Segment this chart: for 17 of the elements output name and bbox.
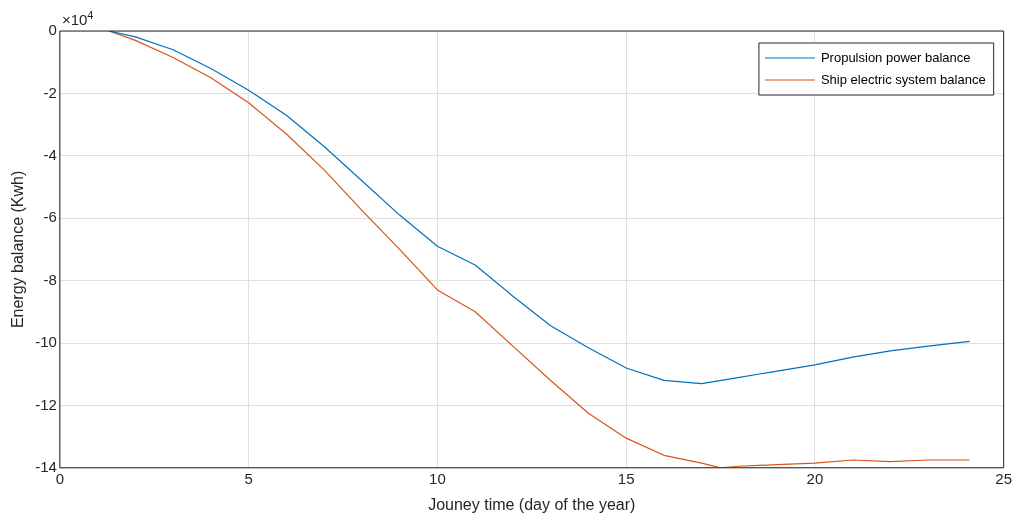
y-tick-label: 0	[48, 21, 57, 39]
y-tick-label: -10	[35, 333, 57, 351]
y-tick-label: -12	[35, 395, 57, 413]
y-tick-label: -8	[43, 270, 57, 288]
y-tick-label: -14	[35, 457, 57, 475]
y-axis-title: Energy balance (Kwh)	[9, 170, 27, 329]
y-tick-label: -2	[43, 83, 57, 101]
x-axis-title: Jouney time (day of the year)	[428, 495, 636, 513]
x-tick-label: 15	[617, 469, 635, 487]
x-tick-label: 10	[429, 469, 446, 487]
legend-label: Propulsion power balance	[820, 49, 971, 65]
legend-label: Ship electric system balance	[820, 71, 986, 87]
x-tick-label: 5	[244, 469, 253, 487]
y-tick-label: -6	[43, 208, 57, 226]
x-tick-label: 25	[995, 469, 1012, 487]
x-tick-label: 20	[806, 469, 824, 487]
y-tick-label: -4	[43, 145, 57, 163]
